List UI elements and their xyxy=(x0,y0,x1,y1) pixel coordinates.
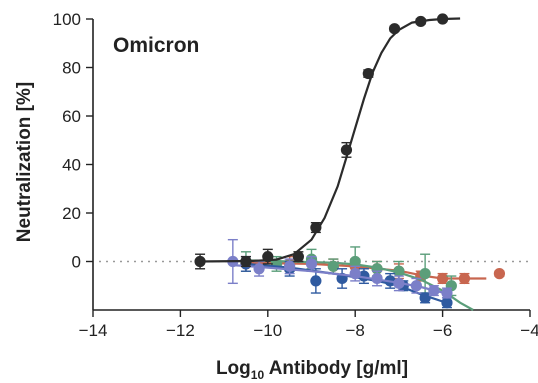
data-point xyxy=(371,272,383,285)
x-axis-label-subscript: 10 xyxy=(251,368,265,382)
y-tick-label: 20 xyxy=(62,204,81,223)
y-axis-label: Neutralization [%] xyxy=(14,82,35,242)
data-point xyxy=(284,260,296,272)
y-tick-label: 60 xyxy=(62,107,81,126)
y-tick-label: 0 xyxy=(72,253,81,272)
data-point xyxy=(310,221,322,234)
x-tick-label: −4 xyxy=(520,321,538,340)
x-axis-label: Log10 Antibody [g/ml] xyxy=(216,358,408,382)
y-ticks: 0 20 40 60 80 100 xyxy=(53,10,93,272)
x-tick-label: −12 xyxy=(166,321,195,340)
data-point xyxy=(410,280,422,292)
data-point xyxy=(441,297,453,309)
data-point xyxy=(262,251,274,263)
data-point xyxy=(253,263,265,275)
series-4 xyxy=(227,238,453,299)
x-axis-label-rest: Antibody [g/ml] xyxy=(264,358,408,379)
data-point xyxy=(393,277,405,289)
data-point xyxy=(441,287,453,299)
data-point xyxy=(437,272,449,285)
y-tick-label: 80 xyxy=(62,59,81,78)
data-point xyxy=(437,13,449,25)
data-point xyxy=(310,275,322,287)
data-point xyxy=(305,258,318,270)
data-point xyxy=(340,144,353,156)
data-point xyxy=(493,268,506,280)
x-ticks: −14 −12 −10 −8 −6 −4 xyxy=(79,310,538,340)
data-point xyxy=(349,255,361,268)
data-point xyxy=(415,15,427,28)
data-point xyxy=(388,23,401,35)
x-tick-label: −10 xyxy=(253,321,282,340)
series-fit-curve xyxy=(197,17,461,263)
data-point xyxy=(419,292,431,304)
x-tick-label: −14 xyxy=(79,321,108,340)
data-point xyxy=(428,285,440,297)
x-tick-label: −8 xyxy=(346,321,365,340)
data-point xyxy=(362,67,374,80)
chart-annotation: Omicron xyxy=(113,34,199,57)
x-axis-label-main: Log xyxy=(216,358,251,379)
data-point xyxy=(240,255,252,268)
y-tick-label: 40 xyxy=(62,156,81,175)
plot-area xyxy=(194,13,506,311)
data-point xyxy=(194,255,206,268)
data-point xyxy=(419,268,431,280)
data-point xyxy=(393,265,405,277)
data-point xyxy=(349,268,361,280)
x-tick-label: −6 xyxy=(433,321,452,340)
series-0 xyxy=(194,13,461,270)
y-tick-label: 100 xyxy=(53,10,81,29)
data-point xyxy=(327,260,339,272)
data-point xyxy=(292,251,304,263)
data-point xyxy=(458,272,471,285)
